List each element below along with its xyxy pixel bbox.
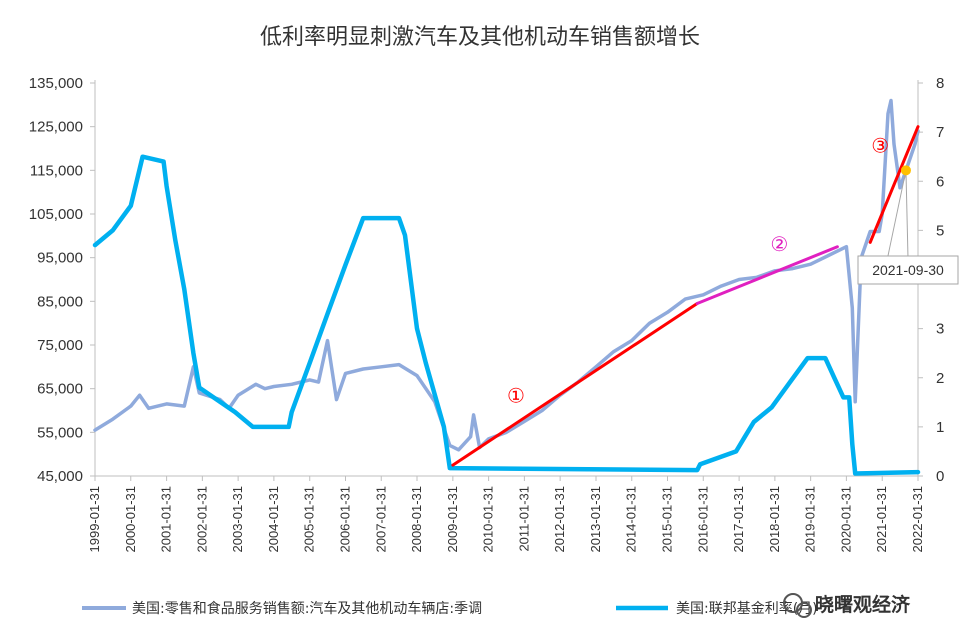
legend-label-2: 美国:联邦基金利率(月) xyxy=(676,600,818,617)
right-tick-label: 8 xyxy=(936,75,944,92)
wechat-icon-small xyxy=(796,602,812,618)
x-tick-label: 2012-01-31 xyxy=(552,486,567,553)
right-tick-label: 0 xyxy=(936,468,944,485)
right-tick-label: 3 xyxy=(936,321,944,338)
right-tick-label: 5 xyxy=(936,222,944,239)
right-tick-label: 6 xyxy=(936,173,944,190)
x-tick-label: 2017-01-31 xyxy=(731,486,746,553)
right-tick-label: 1 xyxy=(936,419,944,436)
callout: 2021-09-30 xyxy=(857,165,959,285)
right-tick-label: 7 xyxy=(936,124,944,141)
x-tick-label: 2016-01-31 xyxy=(695,486,710,553)
x-tick-label: 2003-01-31 xyxy=(230,486,245,553)
annotation-layer: ① ② ③ xyxy=(451,125,920,467)
x-tick-label: 2005-01-31 xyxy=(302,486,317,553)
x-tick-label: 2013-01-31 xyxy=(588,486,603,553)
callout-label: 2021-09-30 xyxy=(872,262,944,278)
left-tick-label: 115,000 xyxy=(30,162,83,179)
watermark-text: 晓曙观经济 xyxy=(815,593,911,616)
x-tick-label: 2006-01-31 xyxy=(337,486,352,553)
x-tick-label: 1999-01-31 xyxy=(87,486,102,553)
x-tick-label: 2007-01-31 xyxy=(373,486,388,553)
legend: 美国:零售和食品服务销售额:汽车及其他机动车辆店:季调 美国:联邦基金利率(月) xyxy=(82,600,818,617)
left-tick-label: 125,000 xyxy=(29,119,83,136)
left-tick-label: 55,000 xyxy=(37,424,83,441)
x-tick-label: 2021-01-31 xyxy=(874,486,889,553)
x-tick-label: 2010-01-31 xyxy=(481,486,496,553)
x-tick-label: 2001-01-31 xyxy=(159,486,174,553)
left-axis: 45,000 55,000 65,000 75,000 85,000 95,000 105,… xyxy=(29,75,96,485)
callout-leader xyxy=(887,170,907,257)
x-tick-label: 2011-01-31 xyxy=(516,486,531,552)
x-tick-label: 2019-01-31 xyxy=(803,486,818,553)
trend-label-2: ② xyxy=(770,232,788,256)
legend-label-1: 美国:零售和食品服务销售额:汽车及其他机动车辆店:季调 xyxy=(132,600,482,617)
x-tick-label: 2015-01-31 xyxy=(660,486,675,553)
trend-line-3 xyxy=(868,125,920,244)
right-tick-label: 2 xyxy=(936,370,944,387)
watermark: 晓曙观经济 xyxy=(783,593,911,618)
x-tick-label: 2000-01-31 xyxy=(123,486,138,553)
x-tick-label: 2014-01-31 xyxy=(624,486,639,553)
left-tick-label: 65,000 xyxy=(37,381,83,398)
left-tick-label: 75,000 xyxy=(37,337,83,354)
left-tick-label: 135,000 xyxy=(29,75,83,92)
callout-box xyxy=(857,255,959,285)
trend-label-1: ① xyxy=(507,384,525,408)
series-layer xyxy=(92,98,921,476)
x-tick-label: 2004-01-31 xyxy=(266,486,281,553)
series-line-2 xyxy=(92,154,921,476)
left-tick-label: 85,000 xyxy=(37,293,83,310)
trend-line-2 xyxy=(695,245,839,306)
x-tick-label: 2020-01-31 xyxy=(838,486,853,553)
x-axis: 1999-01-31 2000-01-31 2001-01-31 2002-01-31… xyxy=(87,475,925,553)
left-tick-label: 95,000 xyxy=(37,250,83,267)
callout-marker xyxy=(900,165,911,176)
x-tick-label: 2018-01-31 xyxy=(767,486,782,553)
x-tick-label: 2008-01-31 xyxy=(409,486,424,553)
trend-label-3: ③ xyxy=(871,134,889,158)
callout-leader-2 xyxy=(905,170,909,257)
left-tick-label: 45,000 xyxy=(37,468,83,485)
trend-line-1 xyxy=(451,302,699,467)
x-tick-label: 2002-01-31 xyxy=(194,486,209,553)
left-tick-label: 105,000 xyxy=(29,206,83,223)
chart-title: 低利率明显刺激汽车及其他机动车销售额增长 xyxy=(260,25,700,50)
x-tick-label: 2022-01-31 xyxy=(910,486,925,553)
x-tick-label: 2009-01-31 xyxy=(445,486,460,553)
series-line-1 xyxy=(93,98,920,452)
